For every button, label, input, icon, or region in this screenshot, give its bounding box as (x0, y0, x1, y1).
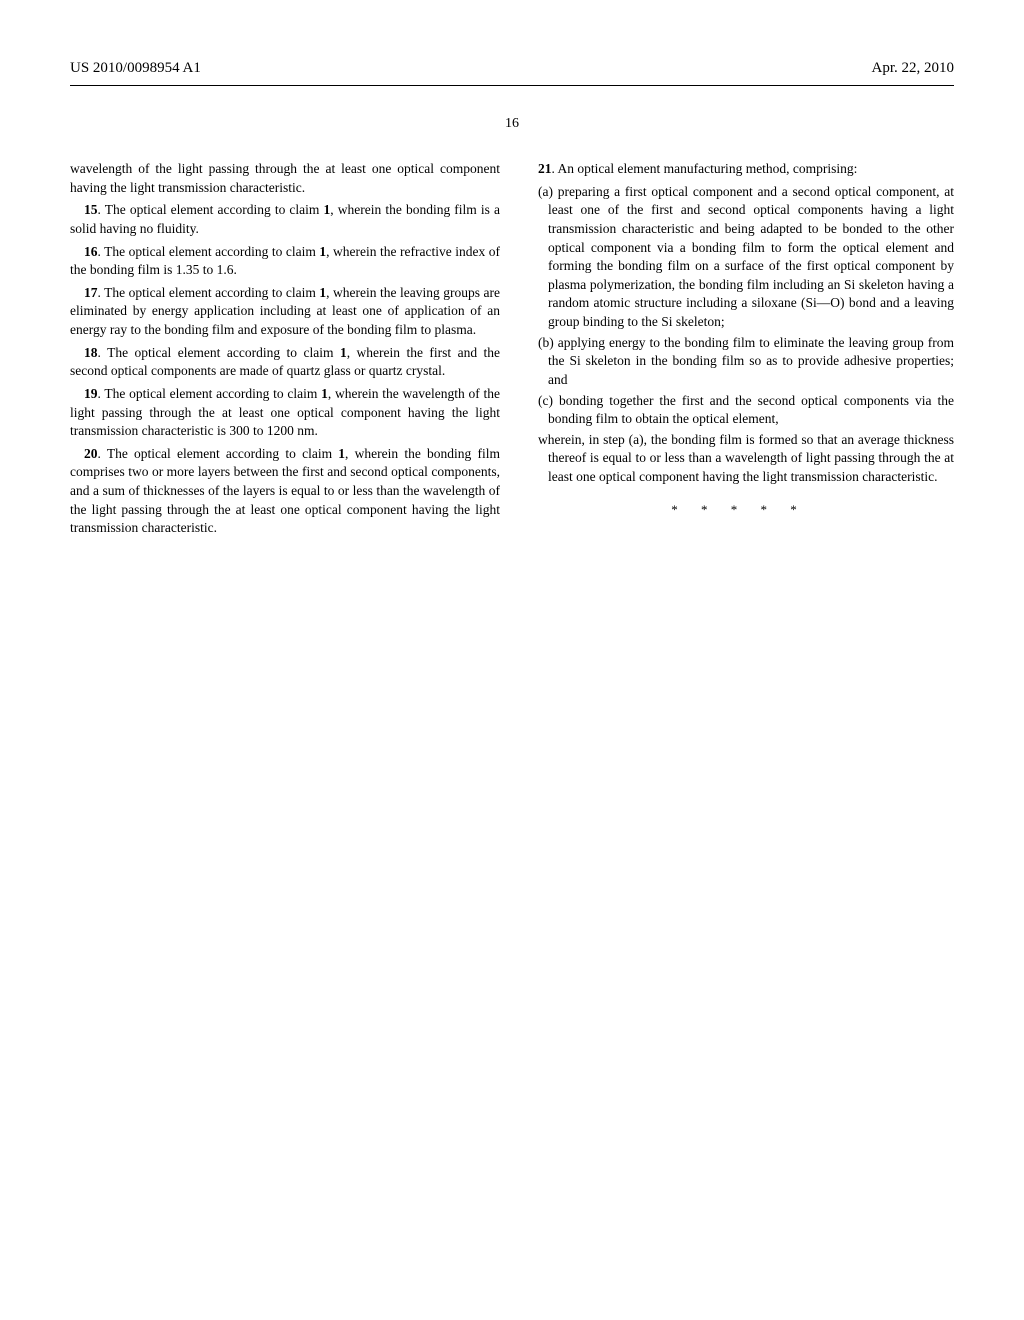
claim-ref: 1 (340, 345, 347, 360)
claim-number: 15 (84, 202, 98, 217)
claim-text: . The optical element according to claim (98, 202, 324, 217)
claim-21-step-a: (a) preparing a first optical component … (524, 183, 954, 332)
claim-17: 17. The optical element according to cla… (70, 284, 500, 340)
claim-text: . The optical element according to claim (98, 446, 339, 461)
claim-text: . The optical element according to claim (98, 386, 322, 401)
claim-continuation: wavelength of the light passing through … (70, 160, 500, 197)
page-number: 16 (70, 116, 954, 132)
claim-number: 16 (84, 244, 98, 259)
claim-21-intro: 21. An optical element manufacturing met… (524, 160, 954, 179)
claim-number: 20 (84, 446, 98, 461)
claim-21-step-c: (c) bonding together the first and the s… (524, 392, 954, 429)
claim-20: 20. The optical element according to cla… (70, 445, 500, 538)
claim-text: . The optical element according to claim (98, 345, 340, 360)
publication-number: US 2010/0098954 A1 (70, 60, 201, 77)
claim-21-step-b: (b) applying energy to the bonding film … (524, 334, 954, 390)
right-column: 21. An optical element manufacturing met… (524, 160, 954, 542)
page-header: US 2010/0098954 A1 Apr. 22, 2010 (70, 60, 954, 77)
header-divider (70, 85, 954, 86)
claim-number: 19 (84, 386, 98, 401)
claim-21-wherein: wherein, in step (a), the bonding film i… (524, 431, 954, 487)
claim-15: 15. The optical element according to cla… (70, 201, 500, 238)
claim-19: 19. The optical element according to cla… (70, 385, 500, 441)
left-column: wavelength of the light passing through … (70, 160, 500, 542)
claim-18: 18. The optical element according to cla… (70, 344, 500, 381)
closing-marks: * * * * * (524, 501, 954, 519)
claim-number: 21 (538, 161, 552, 176)
content-columns: wavelength of the light passing through … (70, 160, 954, 542)
claim-text: . An optical element manufacturing metho… (552, 161, 858, 176)
claim-number: 18 (84, 345, 98, 360)
claim-16: 16. The optical element according to cla… (70, 243, 500, 280)
claim-number: 17 (84, 285, 98, 300)
claim-ref: 1 (321, 386, 328, 401)
publication-date: Apr. 22, 2010 (872, 60, 955, 77)
claim-text: . The optical element according to claim (98, 285, 320, 300)
claim-text: . The optical element according to claim (98, 244, 320, 259)
